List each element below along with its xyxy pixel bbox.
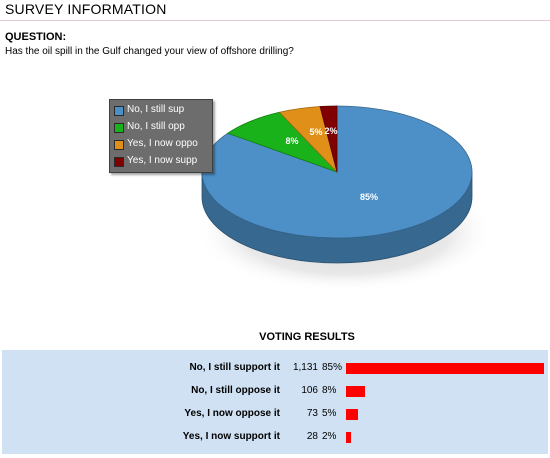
result-bar xyxy=(346,432,351,443)
pie-label: 2% xyxy=(324,126,337,136)
results-title: VOTING RESULTS xyxy=(259,331,355,343)
legend-swatch xyxy=(114,123,124,133)
pie-label: 5% xyxy=(309,127,322,137)
result-count: 1,131 xyxy=(292,362,318,373)
legend-swatch xyxy=(114,157,124,167)
results-panel: No, I still support it 1,131 85% No, I s… xyxy=(2,350,548,454)
legend-item[interactable]: No, I still sup xyxy=(114,102,212,118)
result-row: No, I still support it 1,131 85% xyxy=(2,359,548,377)
result-percent: 2% xyxy=(322,431,337,442)
pie-chart: 85% 8% 5% 2% xyxy=(195,105,495,292)
result-label: Yes, I now oppose it xyxy=(184,408,280,419)
result-row: Yes, I now support it 28 2% xyxy=(2,428,548,446)
result-bar xyxy=(346,386,365,397)
result-count: 28 xyxy=(306,431,318,442)
survey-header: SURVEY INFORMATION xyxy=(0,0,550,21)
question-text: Has the oil spill in the Gulf changed yo… xyxy=(5,46,294,57)
legend-item[interactable]: No, I still opp xyxy=(114,119,212,135)
legend-label: Yes, I now supp xyxy=(127,155,198,166)
legend-item[interactable]: Yes, I now oppo xyxy=(114,136,212,152)
result-percent: 5% xyxy=(322,408,337,419)
result-row: Yes, I now oppose it 73 5% xyxy=(2,405,548,423)
pie-slice[interactable] xyxy=(319,105,338,173)
result-bar xyxy=(346,363,544,374)
legend-item[interactable]: Yes, I now supp xyxy=(114,153,212,169)
header-title: SURVEY INFORMATION xyxy=(5,1,167,17)
result-label: No, I still oppose it xyxy=(191,385,280,396)
legend-swatch xyxy=(114,140,124,150)
legend-swatch xyxy=(114,106,124,116)
pie-label: 8% xyxy=(285,136,298,146)
legend-label: No, I still opp xyxy=(127,121,185,132)
legend-label: Yes, I now oppo xyxy=(127,138,198,149)
result-percent: 85% xyxy=(322,362,343,373)
result-row: No, I still oppose it 106 8% xyxy=(2,382,548,400)
result-percent: 8% xyxy=(322,385,337,396)
result-label: No, I still support it xyxy=(189,362,280,373)
result-bar xyxy=(346,409,358,420)
result-count: 73 xyxy=(306,408,318,419)
legend-label: No, I still sup xyxy=(127,104,185,115)
pie-label: 85% xyxy=(360,192,378,202)
result-count: 106 xyxy=(301,385,318,396)
question-label: QUESTION: xyxy=(5,31,67,43)
chart-legend: No, I still sup No, I still opp Yes, I n… xyxy=(109,99,213,173)
result-label: Yes, I now support it xyxy=(182,431,280,442)
